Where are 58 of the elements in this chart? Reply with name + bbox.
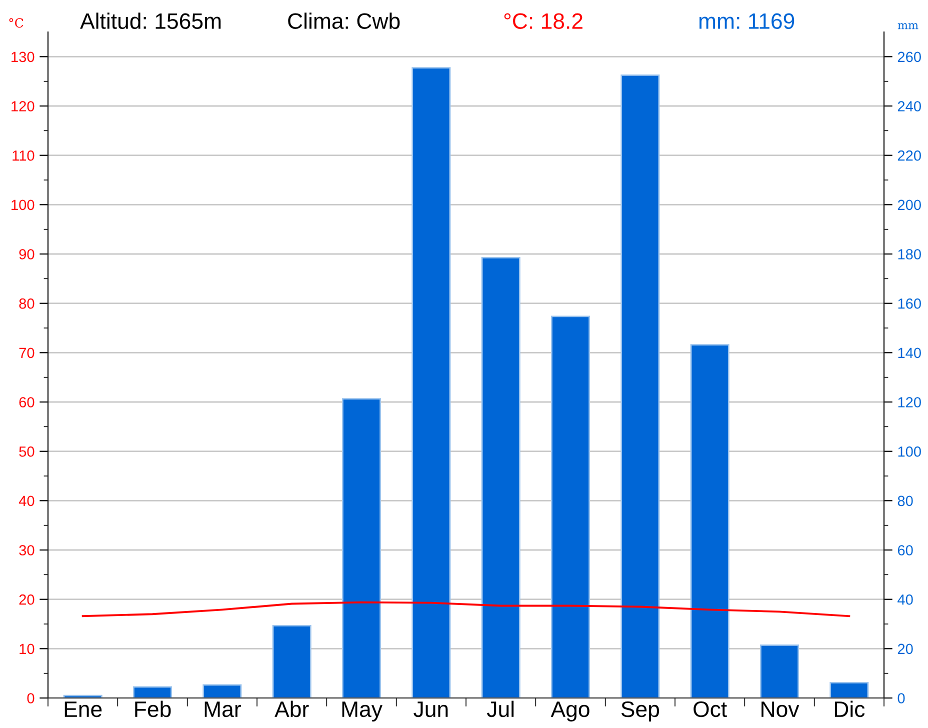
y-tick-label: 130 [12,52,34,62]
bar [481,257,520,698]
x-tick-label: Jun [414,702,448,718]
text: Clima: Cwb [288,12,400,29]
x-tick-label: Ene [64,702,102,718]
y2-tick-label: 200 [898,200,921,210]
y-tick-label: 50 [19,446,34,457]
x-tick-label: May [342,702,382,722]
y2-tick-label: 80 [898,496,913,506]
bar [132,686,172,698]
y-tick-label: 80 [19,298,34,309]
y-tick-label: 60 [19,397,34,408]
x-tick-label: Sep [621,701,660,722]
x-tick-label: Ago [550,702,590,722]
y-tick-label: 100 [12,200,34,210]
line-series [82,601,850,618]
y-tick-label: 110 [12,150,34,161]
x-tick-label: Nov [762,702,800,718]
y2-tick-label: 100 [898,446,921,457]
x-tick-label: Jul [486,700,514,718]
y2-tick-label: 160 [898,298,921,309]
y2-tick-label: 240 [898,101,921,112]
y2-tick-label: 20 [898,644,913,654]
y-tick-label: 40 [18,496,34,506]
y2-tick-label: 0 [898,693,905,704]
bar [830,682,869,698]
bar [412,67,451,698]
y2-tick-label: 60 [898,545,913,556]
y-tick-label: 120 [12,101,34,112]
bar [550,316,590,698]
y-tick-label: 70 [19,348,34,358]
x-tick-label: Feb [135,700,171,718]
text: Altitud: 1565m [80,12,221,29]
text: °C: 18.2 [504,13,582,29]
y-tick-label: 20 [19,594,34,605]
bar [272,625,312,698]
y-tick-label: 10 [20,644,34,654]
bar [760,644,800,698]
bar [620,74,660,698]
bar [342,398,382,698]
y2-tick-label: 140 [898,348,921,358]
y2-tick-label: 120 [898,397,921,408]
y-tick-label: 0 [27,693,34,704]
x-tick-label: Mar [204,702,241,718]
y2-tick-label: 260 [898,52,921,62]
bar [690,344,730,698]
y2-tick-label: 220 [898,150,921,161]
y2-tick-label: 40 [898,594,913,605]
y-tick-label: 30 [19,545,34,556]
x-tick-label: Abr [274,700,309,718]
x-tick-label: Oct [694,701,727,718]
y-axis-title: °C [9,18,24,28]
text: mm: 1169 [699,13,794,29]
x-tick-label: Dic [834,700,865,718]
bar [202,684,242,698]
y-tick-label: 90 [19,249,34,260]
y2-tick-label: 180 [898,249,921,260]
y2-axis-title: mm [898,23,918,30]
